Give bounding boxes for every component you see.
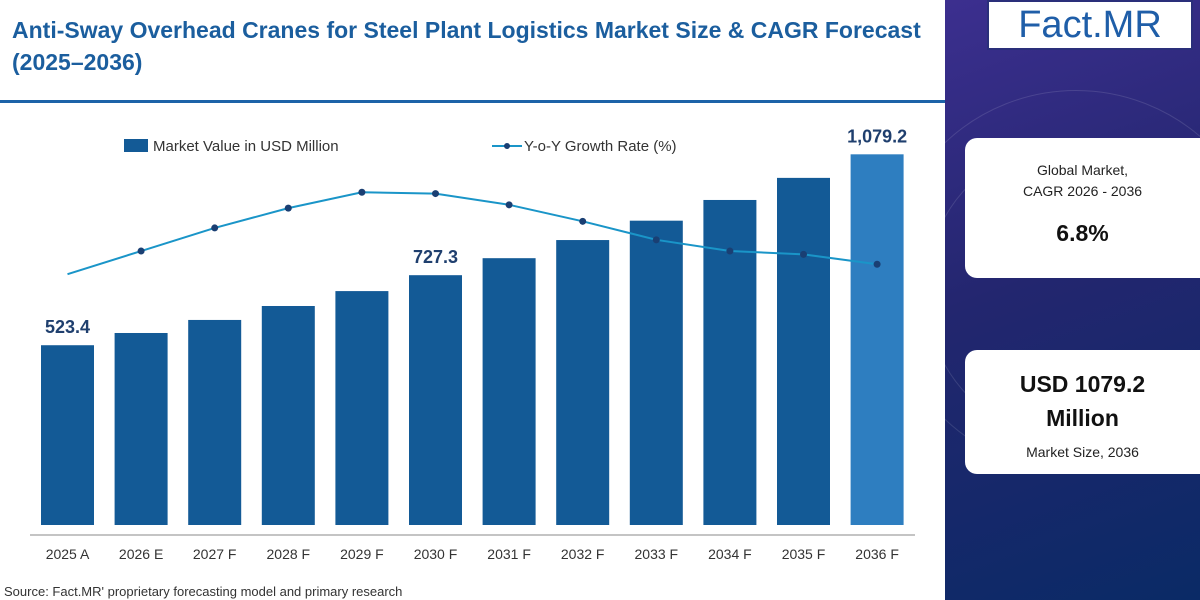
- cagr-card: Global Market, CAGR 2026 - 2036 6.8%: [965, 138, 1200, 278]
- bar: [777, 177, 830, 525]
- bar: [41, 345, 94, 525]
- chart-area: Market Value in USD Million Y-o-Y Growth …: [30, 126, 915, 562]
- growth-rate-point: [358, 188, 366, 196]
- growth-rate-point: [137, 247, 145, 255]
- bar: [335, 291, 389, 525]
- bar: [188, 319, 242, 525]
- data-label: 1,079.2: [847, 126, 907, 146]
- growth-rate-point: [873, 260, 881, 268]
- market-size-value-line1: USD 1079.2: [1019, 371, 1146, 397]
- growth-rate-point: [505, 201, 513, 209]
- source-note: Source: Fact.MR' proprietary forecasting…: [4, 584, 403, 599]
- title-divider: [0, 100, 945, 103]
- market-size-card: USD 1079.2 Million Market Size, 2036: [965, 350, 1200, 474]
- legend-line-label: Y-o-Y Growth Rate (%): [524, 138, 677, 155]
- chart-title: Anti-Sway Overhead Cranes for Steel Plan…: [12, 17, 921, 75]
- x-tick-label: 2026 E: [119, 546, 163, 562]
- growth-rate-point: [284, 204, 292, 212]
- x-tick-label: 2029 F: [340, 546, 384, 562]
- growth-rate-point: [211, 224, 219, 232]
- data-label: 523.4: [45, 317, 90, 337]
- legend-bar-label: Market Value in USD Million: [153, 138, 339, 155]
- logo-text-right: .MR: [1092, 3, 1162, 46]
- x-tick-label: 2027 F: [193, 546, 237, 562]
- logo-text-left: Fact: [1018, 3, 1093, 46]
- x-tick-label: 2030 F: [414, 546, 458, 562]
- cagr-label-line1: Global Market,: [1036, 162, 1129, 178]
- growth-rate-point: [652, 236, 660, 244]
- x-tick-label: 2033 F: [635, 546, 679, 562]
- cagr-label-line2: CAGR 2026 - 2036: [1022, 183, 1143, 199]
- legend-bar-swatch: [124, 139, 148, 152]
- bar: [556, 240, 610, 526]
- growth-rate-point: [800, 250, 807, 258]
- growth-rate-point: [432, 190, 439, 198]
- x-tick-label: 2028 F: [267, 546, 311, 562]
- bar: [482, 258, 536, 525]
- factmr-logo: Fact .MR: [987, 0, 1193, 50]
- x-tick-label: 2031 F: [487, 546, 531, 562]
- cagr-value: 6.8%: [1056, 220, 1109, 246]
- bar: [114, 332, 168, 525]
- bar: [409, 275, 462, 525]
- x-tick-label: 2034 F: [708, 546, 752, 562]
- data-label: 727.3: [413, 247, 458, 267]
- bar: [261, 305, 315, 525]
- side-panel: Fact .MR Global Market, CAGR 2026 - 2036 …: [945, 0, 1200, 600]
- growth-rate-point: [579, 217, 587, 225]
- market-size-label: Market Size, 2036: [1026, 444, 1139, 460]
- growth-rate-line: [67, 191, 878, 276]
- bar: [850, 154, 904, 525]
- growth-rate-point: [726, 247, 734, 255]
- market-size-value-line2: Million: [1046, 405, 1119, 431]
- x-tick-label: 2035 F: [782, 546, 826, 562]
- x-tick-label: 2036 F: [855, 546, 899, 562]
- x-tick-label: 2032 F: [561, 546, 605, 562]
- x-tick-label: 2025 A: [46, 546, 90, 562]
- legend-line-marker: [504, 143, 510, 149]
- bar: [629, 220, 683, 525]
